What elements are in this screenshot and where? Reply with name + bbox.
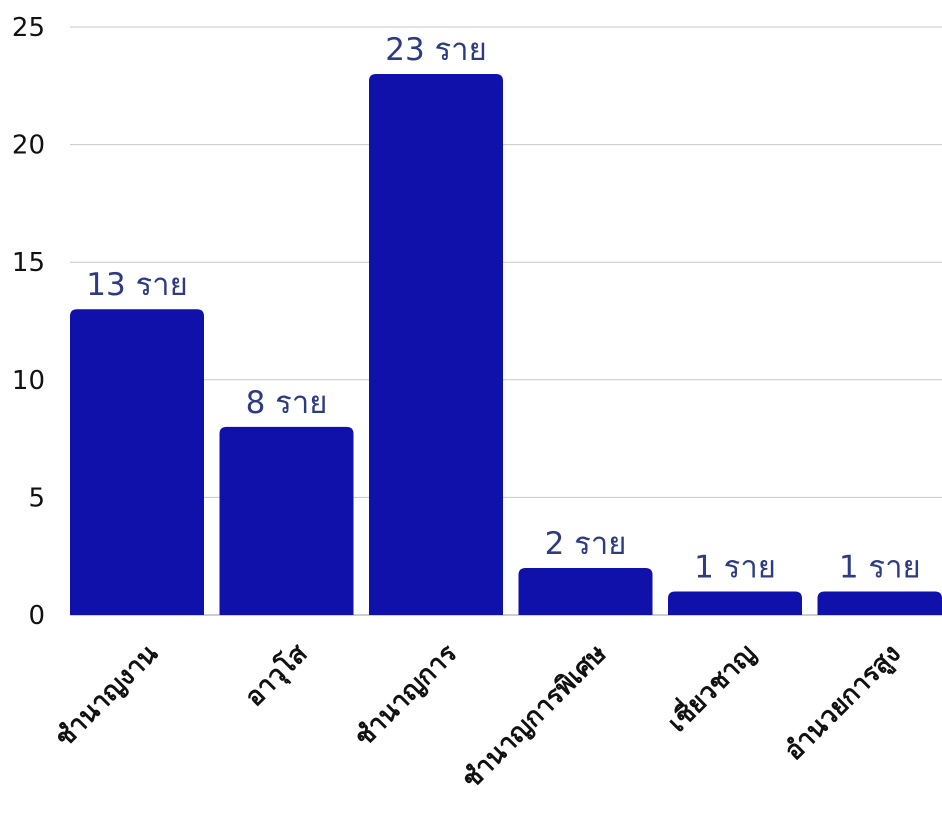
y-tick-label-25: 25 bbox=[12, 13, 45, 43]
data-label-4: 1 ราย bbox=[694, 549, 776, 585]
y-axis: 0 5 10 15 20 25 bbox=[12, 13, 45, 631]
y-tick-label-15: 15 bbox=[12, 248, 45, 278]
x-tick-label-5: อำนวยการสูง bbox=[779, 639, 907, 767]
x-tick-label-2: ชำนาญการ bbox=[349, 639, 463, 753]
x-tick-label-4: เชี่ยวชาญ bbox=[659, 635, 762, 738]
bar-5 bbox=[817, 591, 942, 615]
data-label-5: 1 ราย bbox=[839, 549, 921, 585]
bar-layer bbox=[70, 74, 942, 616]
bar-2 bbox=[369, 74, 503, 616]
data-label-0: 13 ราย bbox=[86, 267, 188, 303]
data-label-layer: 13 ราย 8 ราย 23 ราย 2 ราย 1 ราย 1 ราย bbox=[86, 32, 920, 585]
y-tick-label-10: 10 bbox=[12, 366, 45, 396]
y-tick-label-0: 0 bbox=[28, 601, 45, 631]
data-label-3: 2 ราย bbox=[545, 526, 627, 562]
y-tick-label-20: 20 bbox=[12, 131, 45, 161]
bar-1 bbox=[219, 426, 354, 615]
data-label-1: 8 ราย bbox=[246, 385, 328, 421]
x-tick-label-0: ชำนาญงาน bbox=[50, 639, 165, 754]
bar-0 bbox=[70, 309, 204, 615]
y-tick-label-5: 5 bbox=[28, 483, 45, 513]
bar-4 bbox=[668, 591, 802, 615]
x-tick-label-1: อาวุโส bbox=[238, 637, 314, 713]
bar-3 bbox=[518, 567, 653, 615]
x-tick-label-3: ชำนาญการพิเศษ bbox=[456, 639, 612, 795]
data-label-2: 23 ราย bbox=[385, 32, 487, 68]
